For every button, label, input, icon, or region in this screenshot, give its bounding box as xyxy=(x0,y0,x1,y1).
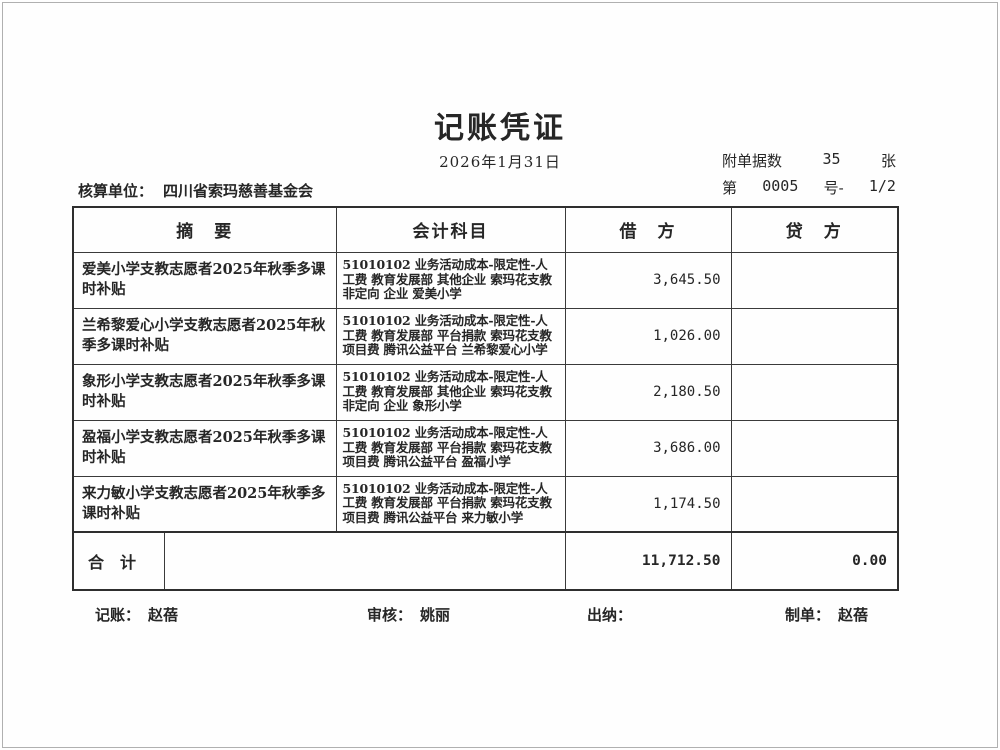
table-row: 来力敏小学支教志愿者2025年秋季多课时补贴 51010102 业务活动成本-限… xyxy=(72,475,899,533)
column-header-account: 会计科目 xyxy=(335,206,566,253)
preparer-name: 赵蓓 xyxy=(838,606,869,624)
total-row: 合 计 11,712.50 0.00 xyxy=(72,531,899,591)
accounting-unit: 核算单位： 四川省索玛慈善基金会 xyxy=(78,180,313,201)
account-cell: 51010102 业务活动成本-限定性-人工费 教育发展部 平台捐款 索玛花支教… xyxy=(335,419,566,477)
attachments-line: 附单据数 35 张 xyxy=(722,150,896,171)
credit-cell xyxy=(730,251,899,309)
debit-cell: 3,686.00 xyxy=(564,419,732,477)
summary-cell: 爱美小学支教志愿者2025年秋季多课时补贴 xyxy=(72,251,337,309)
reviewer-signature: 审核： 姚丽 xyxy=(367,604,450,625)
account-cell: 51010102 业务活动成本-限定性-人工费 教育发展部 平台捐款 索玛花支教… xyxy=(335,475,566,533)
debit-cell: 3,645.50 xyxy=(564,251,732,309)
page-title: 记账凭证 xyxy=(434,111,566,146)
attachments-count: 35 xyxy=(822,150,841,168)
column-header-summary: 摘 要 xyxy=(72,206,337,253)
voucher-page-number: 1/2 xyxy=(868,177,896,195)
debit-cell: 1,026.00 xyxy=(564,307,732,365)
bookkeeper-signature: 记账： 赵蓓 xyxy=(95,604,178,625)
total-debit-cell: 11,712.50 xyxy=(564,531,732,591)
column-header-credit: 贷 方 xyxy=(730,206,899,253)
signature-line: 记账： 赵蓓 审核： 姚丽 出纳： 制单： 赵蓓 xyxy=(0,604,1000,628)
total-credit-cell: 0.00 xyxy=(730,531,899,591)
attachments-unit: 张 xyxy=(880,152,896,170)
voucher-number-prefix: 第 xyxy=(722,179,738,197)
reviewer-name: 姚丽 xyxy=(420,606,451,624)
accounting-unit-name: 四川省索玛慈善基金会 xyxy=(163,182,314,200)
account-cell: 51010102 业务活动成本-限定性-人工费 教育发展部 平台捐款 索玛花支教… xyxy=(335,307,566,365)
credit-cell xyxy=(730,419,899,477)
credit-cell xyxy=(730,475,899,533)
table-row: 爱美小学支教志愿者2025年秋季多课时补贴 51010102 业务活动成本-限定… xyxy=(72,251,899,309)
column-header-debit: 借 方 xyxy=(564,206,732,253)
cashier-signature: 出纳： xyxy=(587,604,640,625)
total-label: 合 计 xyxy=(72,531,165,591)
credit-cell xyxy=(730,307,899,365)
debit-cell: 1,174.50 xyxy=(564,475,732,533)
voucher-date: 2026年1月31日 xyxy=(439,153,561,171)
bookkeeper-label: 记账： xyxy=(95,606,141,624)
cashier-label: 出纳： xyxy=(587,606,633,624)
summary-cell: 象形小学支教志愿者2025年秋季多课时补贴 xyxy=(72,363,337,421)
summary-cell: 来力敏小学支教志愿者2025年秋季多课时补贴 xyxy=(72,475,337,533)
voucher-number-suffix: 号- xyxy=(823,179,844,197)
voucher-table: 摘 要 会计科目 借 方 贷 方 爱美小学支教志愿者2025年秋季多课时补贴 5… xyxy=(72,206,899,591)
summary-cell: 兰希黎爱心小学支教志愿者2025年秋季多课时补贴 xyxy=(72,307,337,365)
credit-cell xyxy=(730,363,899,421)
attachments-label: 附单据数 xyxy=(722,152,783,170)
table-header-row: 摘 要 会计科目 借 方 贷 方 xyxy=(72,206,899,253)
reviewer-label: 审核： xyxy=(367,606,413,624)
table-row: 盈福小学支教志愿者2025年秋季多课时补贴 51010102 业务活动成本-限定… xyxy=(72,419,899,477)
table-row: 兰希黎爱心小学支教志愿者2025年秋季多课时补贴 51010102 业务活动成本… xyxy=(72,307,899,365)
account-cell: 51010102 业务活动成本-限定性-人工费 教育发展部 其他企业 索玛花支教… xyxy=(335,251,566,309)
bookkeeper-name: 赵蓓 xyxy=(148,606,179,624)
voucher-meta: 附单据数 35 张 第 0005 号- 1/2 xyxy=(722,150,896,204)
preparer-signature: 制单： 赵蓓 xyxy=(785,604,868,625)
summary-cell: 盈福小学支教志愿者2025年秋季多课时补贴 xyxy=(72,419,337,477)
preparer-label: 制单： xyxy=(785,606,831,624)
accounting-unit-label: 核算单位： xyxy=(78,182,154,200)
voucher-number-line: 第 0005 号- 1/2 xyxy=(722,177,896,198)
table-row: 象形小学支教志愿者2025年秋季多课时补贴 51010102 业务活动成本-限定… xyxy=(72,363,899,421)
voucher-number: 0005 xyxy=(762,177,799,195)
debit-cell: 2,180.50 xyxy=(564,363,732,421)
total-empty-cell xyxy=(163,531,566,591)
account-cell: 51010102 业务活动成本-限定性-人工费 教育发展部 其他企业 索玛花支教… xyxy=(335,363,566,421)
